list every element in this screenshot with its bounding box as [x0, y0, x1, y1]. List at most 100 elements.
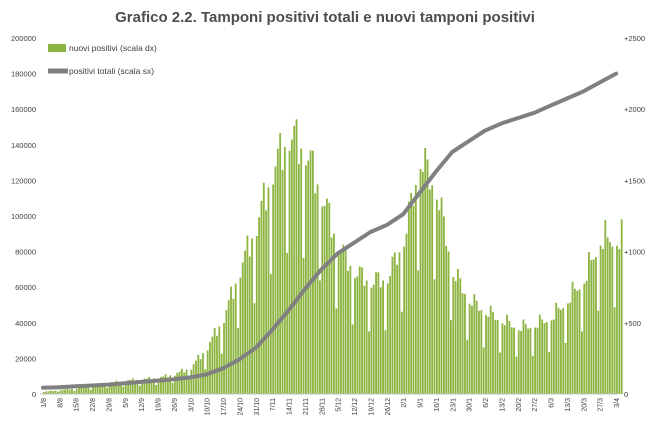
bar-nuovi-positivi — [400, 311, 403, 394]
bar-nuovi-positivi — [57, 391, 59, 394]
bar-nuovi-positivi — [351, 324, 354, 394]
bar-nuovi-positivi — [454, 280, 457, 394]
bar-nuovi-positivi — [258, 217, 261, 394]
bar-nuovi-positivi — [181, 368, 183, 394]
bar-nuovi-positivi — [471, 305, 473, 394]
bar-nuovi-positivi — [524, 324, 527, 394]
bar-nuovi-positivi — [543, 323, 546, 394]
bar-nuovi-positivi — [54, 390, 57, 394]
bar-nuovi-positivi — [548, 352, 551, 394]
line-point — [451, 151, 454, 153]
bar-nuovi-positivi — [110, 382, 113, 394]
bar-nuovi-positivi — [464, 293, 466, 394]
bar-nuovi-positivi — [398, 252, 401, 394]
bar-nuovi-positivi — [375, 272, 377, 394]
bar-nuovi-positivi — [166, 377, 169, 394]
line-positivi-totali — [41, 71, 619, 390]
bar-nuovi-positivi — [293, 125, 296, 394]
bar-nuovi-positivi — [342, 244, 345, 394]
line-point — [173, 378, 175, 381]
x-tick-label: 29/8 — [106, 398, 113, 412]
bar-nuovi-positivi — [602, 249, 604, 394]
line-point — [91, 384, 93, 387]
bar-nuovi-positivi — [274, 166, 277, 394]
bar-nuovi-positivi — [230, 286, 232, 394]
line-point — [467, 140, 470, 142]
line-point — [320, 268, 323, 271]
bar-nuovi-positivi — [595, 256, 597, 394]
bar-nuovi-positivi — [127, 380, 130, 394]
bar-nuovi-positivi — [248, 256, 251, 394]
line-point — [107, 383, 110, 386]
bar-nuovi-positivi — [122, 386, 125, 394]
bar-nuovi-positivi — [506, 314, 508, 394]
bar-nuovi-positivi — [482, 347, 485, 394]
x-tick-label: 19/12 — [368, 398, 375, 416]
bar-nuovi-positivi — [576, 290, 579, 394]
x-tick-label: 7/11 — [270, 398, 277, 411]
bar-nuovi-positivi — [321, 206, 324, 394]
line-point — [42, 387, 44, 389]
x-tick-label: 19/9 — [156, 398, 163, 412]
bar-nuovi-positivi — [152, 378, 155, 394]
bar-nuovi-positivi — [473, 294, 476, 394]
right-tick-label: +2500 — [624, 34, 645, 43]
bar-nuovi-positivi — [452, 276, 455, 394]
bar-nuovi-positivi — [283, 146, 286, 394]
x-tick-label: 26/12 — [385, 398, 392, 416]
bar-nuovi-positivi — [251, 238, 253, 394]
bar-nuovi-positivi — [405, 233, 408, 394]
bar-nuovi-positivi — [211, 336, 214, 394]
bar-nuovi-positivi — [569, 302, 572, 394]
x-tick-label: 17/10 — [221, 398, 228, 416]
bar-nuovi-positivi — [276, 148, 279, 394]
line-point — [549, 104, 552, 107]
x-tick-label: 1/8 — [41, 398, 48, 408]
line-point — [582, 90, 585, 93]
bar-nuovi-positivi — [559, 309, 562, 394]
bar-nuovi-positivi — [421, 171, 424, 394]
bar-nuovi-positivi — [573, 288, 576, 394]
legend-line-label: positivi totali (scala sx) — [69, 66, 154, 76]
line-point — [189, 376, 192, 379]
x-tick-label: 13/3 — [565, 398, 572, 412]
bar-nuovi-positivi — [176, 372, 179, 394]
bar-nuovi-positivi — [609, 242, 611, 394]
left-tick-label: 80000 — [15, 248, 36, 257]
line-point — [484, 129, 486, 132]
bar-nuovi-positivi — [616, 245, 618, 394]
x-tick-label: 31/10 — [254, 398, 261, 416]
bar-nuovi-positivi — [150, 379, 153, 394]
bar-nuovi-positivi — [113, 382, 115, 394]
bar-nuovi-positivi — [379, 287, 382, 394]
right-tick-label: +2000 — [624, 105, 645, 114]
line-point — [369, 231, 372, 233]
bar-nuovi-positivi — [288, 150, 291, 394]
bar-nuovi-positivi — [581, 331, 583, 394]
bar-nuovi-positivi — [117, 382, 120, 394]
bar-nuovi-positivi — [499, 352, 501, 394]
bar-nuovi-positivi — [368, 331, 370, 394]
bar-nuovi-positivi — [358, 266, 361, 394]
bar-nuovi-positivi — [136, 379, 139, 394]
right-tick-label: 0 — [624, 390, 628, 399]
bar-nuovi-positivi — [92, 386, 94, 394]
bar-nuovi-positivi — [319, 280, 321, 394]
bar-nuovi-positivi — [52, 391, 55, 394]
bar-nuovi-positivi — [171, 383, 174, 394]
bar-nuovi-positivi — [620, 219, 623, 394]
line-point — [517, 117, 519, 119]
bar-nuovi-positivi — [192, 364, 195, 394]
bar-nuovi-positivi — [517, 330, 520, 394]
bar-nuovi-positivi — [386, 283, 389, 394]
bar-nuovi-positivi — [459, 278, 462, 394]
bar-nuovi-positivi — [337, 254, 340, 394]
bar-nuovi-positivi — [155, 384, 158, 394]
left-tick-label: 0 — [32, 390, 36, 399]
left-tick-label: 180000 — [11, 70, 36, 79]
bar-nuovi-positivi — [552, 319, 555, 394]
bar-nuovi-positivi — [99, 383, 101, 394]
bar-nuovi-positivi — [213, 327, 216, 394]
bar-nuovi-positivi — [545, 322, 548, 394]
bar-nuovi-positivi — [496, 319, 499, 394]
